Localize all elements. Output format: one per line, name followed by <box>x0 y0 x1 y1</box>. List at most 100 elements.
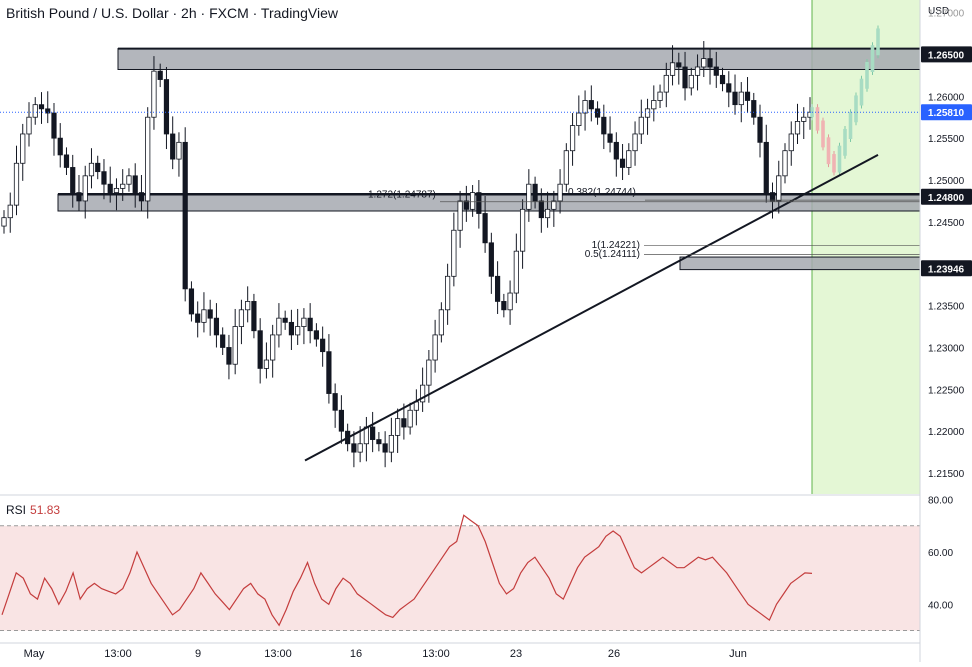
projection-candle <box>821 120 825 148</box>
candle-body <box>301 317 307 327</box>
candle-body <box>676 62 682 68</box>
projection-candle <box>854 95 858 123</box>
candle-body <box>170 133 176 160</box>
time-tick: 13:00 <box>422 648 450 660</box>
candle-body <box>582 100 588 114</box>
candle-body <box>544 208 551 219</box>
candle-body <box>738 91 744 106</box>
candle-body <box>594 108 601 118</box>
candle-body <box>126 175 132 185</box>
candle-body <box>420 384 426 403</box>
price-tick: 1.22500 <box>928 385 965 396</box>
candle-body <box>632 133 638 152</box>
candle-body <box>163 79 170 135</box>
candle-body <box>207 309 213 319</box>
candle-body <box>457 200 463 231</box>
projection-candle <box>859 78 864 106</box>
candle-body <box>288 321 295 336</box>
candle-body <box>494 275 501 302</box>
candle-body <box>576 112 582 126</box>
price-tick: 1.25000 <box>928 176 965 187</box>
candle-body <box>638 116 644 135</box>
candle-body <box>557 183 563 202</box>
price-tick: 1.24500 <box>928 218 965 229</box>
projection-candle <box>826 137 831 165</box>
rsi-name: RSI <box>6 503 27 517</box>
candle-body <box>413 401 419 411</box>
candle-body <box>332 393 338 411</box>
candle-body <box>132 175 138 193</box>
candle-body <box>320 338 326 353</box>
candle-body <box>794 121 801 135</box>
candle-body <box>145 116 151 202</box>
candle-body <box>751 100 757 118</box>
candle-body <box>395 418 401 436</box>
candle-body <box>88 162 95 177</box>
candle-body <box>426 359 432 386</box>
candle-body <box>26 116 32 135</box>
candle-body <box>213 317 220 336</box>
candle-body <box>401 418 407 428</box>
overlay-layer: 1.272(1.24787) 0.382(1.24744) 1(1.24221)0.… <box>0 25 920 462</box>
candle-body <box>613 141 619 160</box>
price-tick: 1.23000 <box>928 343 965 354</box>
candle-body <box>220 334 226 348</box>
candle-body <box>476 192 482 214</box>
candle-body <box>607 133 613 143</box>
candle-body <box>782 150 788 177</box>
candle-body <box>70 167 76 193</box>
rsi-band-fill <box>0 525 920 631</box>
price-badge-label: 1.23946 <box>928 264 965 275</box>
candle-body <box>501 301 507 311</box>
candle-body <box>769 192 776 202</box>
price-tick: 1.26000 <box>928 92 965 103</box>
background-layer <box>0 0 920 632</box>
candle-body <box>763 141 769 193</box>
candle-body <box>663 74 669 93</box>
rsi-tick: 60.00 <box>928 548 953 559</box>
price-badge <box>921 46 972 63</box>
candles-layer <box>1 41 813 468</box>
candle-body <box>701 58 707 68</box>
candle-body <box>513 250 519 294</box>
price-tick: 1.27000 <box>928 9 965 20</box>
candle-body <box>619 158 626 168</box>
candle-body <box>470 192 476 210</box>
time-tick: 13:00 <box>104 648 132 660</box>
projection-candle <box>832 154 836 173</box>
candle-body <box>507 292 513 311</box>
candle-body <box>13 162 20 206</box>
candle-body <box>526 183 532 210</box>
candle-body <box>38 104 45 110</box>
candle-body <box>713 66 719 76</box>
candle-body <box>601 116 607 135</box>
candle-body <box>101 171 107 185</box>
projection-candle <box>815 107 820 131</box>
candle-body <box>538 200 544 219</box>
candle-body <box>7 204 13 219</box>
candle-body <box>726 83 732 93</box>
candle-body <box>107 183 113 193</box>
time-tick: 26 <box>608 648 620 660</box>
projection-candle <box>876 28 880 56</box>
candle-body <box>669 62 676 76</box>
candle-body <box>232 326 238 365</box>
candle-body <box>757 116 763 143</box>
rsi-tick: 40.00 <box>928 600 953 611</box>
candle-body <box>432 334 438 361</box>
candle-body <box>351 443 357 453</box>
candle-body <box>688 74 694 89</box>
candle-body <box>295 326 301 336</box>
candle-body <box>138 192 145 202</box>
candle-body <box>588 100 594 110</box>
time-tick: 16 <box>350 648 362 660</box>
candle-body <box>482 213 488 244</box>
fib-level-0382: 0.382(1.24744) <box>568 187 636 198</box>
time-tick: 23 <box>510 648 522 660</box>
candle-body <box>657 91 663 101</box>
candle-body <box>788 133 794 152</box>
rsi-indicator-label[interactable]: RSI 51.83 <box>6 503 60 517</box>
candle-body <box>45 108 51 114</box>
